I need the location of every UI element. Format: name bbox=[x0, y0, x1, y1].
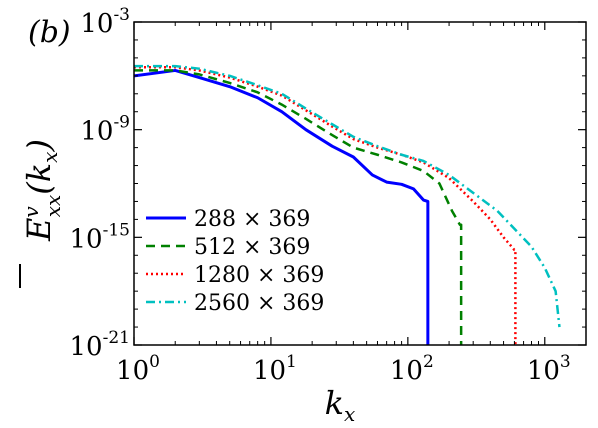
series-layer bbox=[134, 64, 561, 345]
series-line-4 bbox=[134, 64, 561, 328]
series-line-2 bbox=[134, 69, 463, 345]
y-axis-label: Evxx(kx) bbox=[19, 139, 65, 288]
legend-label-3: 1280 × 369 bbox=[194, 263, 324, 288]
legend-label-4: 2560 × 369 bbox=[194, 291, 324, 316]
legend: 288 × 369 512 × 369 1280 × 369 2560 × 369 bbox=[146, 207, 324, 316]
ticks-layer: 100 101 102 103 10-21 10-15 10-9 10-3 bbox=[70, 5, 587, 386]
y-tick-label-4: 10-3 bbox=[80, 5, 130, 39]
legend-label-1: 288 × 369 bbox=[194, 207, 310, 232]
legend-label-2: 512 × 369 bbox=[194, 235, 310, 260]
y-tick-label-3: 10-9 bbox=[80, 113, 130, 147]
panel-label: (b) bbox=[28, 15, 71, 50]
x-tick-label-4: 103 bbox=[527, 352, 571, 386]
x-axis-label: kx bbox=[325, 384, 356, 426]
y-tick-label-2: 10-15 bbox=[70, 220, 130, 254]
series-line-3 bbox=[134, 66, 517, 345]
y-tick-label-1: 10-21 bbox=[70, 328, 130, 362]
x-tick-label-1: 100 bbox=[116, 352, 160, 386]
series-line-1 bbox=[134, 68, 430, 345]
x-tick-label-2: 101 bbox=[253, 352, 297, 386]
x-tick-label-3: 102 bbox=[390, 352, 434, 386]
svg-text:Evxx(kx): Evxx(kx) bbox=[19, 139, 65, 242]
plot-area bbox=[134, 22, 586, 345]
